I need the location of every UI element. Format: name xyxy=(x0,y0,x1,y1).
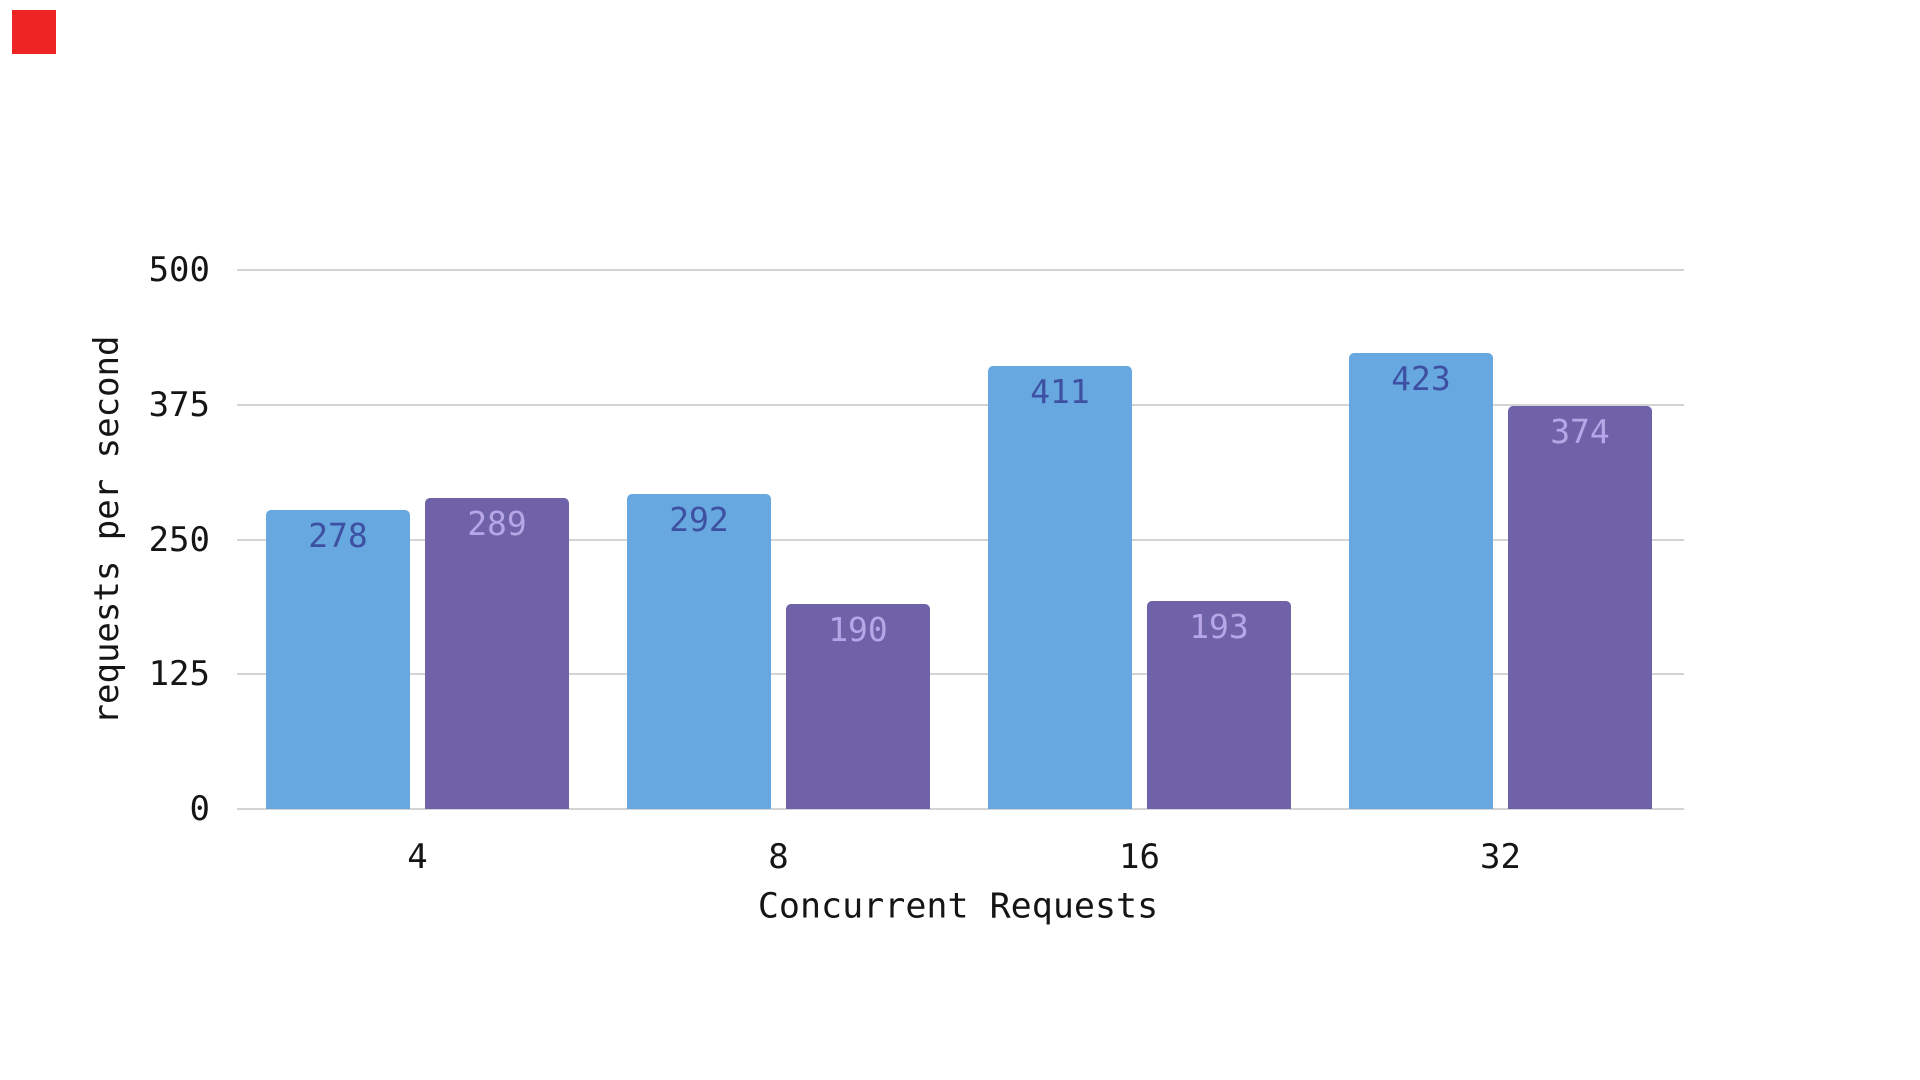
blue-bar-32: 423 xyxy=(1349,353,1493,809)
x-tick-label: 8 xyxy=(768,837,789,877)
x-axis-title: Concurrent Requests xyxy=(757,886,1159,927)
purple-bar-8: 190 xyxy=(786,604,930,809)
gridline-500 xyxy=(237,269,1684,272)
bar-value-label: 292 xyxy=(669,500,729,540)
gridline-125 xyxy=(237,673,1684,676)
gridline-0 xyxy=(237,808,1684,810)
gridline-250 xyxy=(237,538,1684,541)
x-tick-label: 16 xyxy=(1119,837,1160,877)
y-tick-label: 500 xyxy=(148,250,210,291)
x-tick-label: 4 xyxy=(407,837,428,877)
purple-bar-32: 374 xyxy=(1508,406,1652,809)
bar-value-label: 374 xyxy=(1550,412,1610,452)
bar-value-label: 193 xyxy=(1189,607,1249,647)
bar-value-label: 190 xyxy=(828,610,888,650)
x-tick-label: 32 xyxy=(1480,837,1521,877)
purple-bar-4: 289 xyxy=(425,497,569,809)
y-axis-title: requests per second xyxy=(87,335,127,725)
bar-value-label: 278 xyxy=(308,515,368,555)
y-tick-label: 375 xyxy=(148,385,210,426)
blue-bar-16: 411 xyxy=(988,366,1132,809)
blue-bar-4: 278 xyxy=(266,509,410,809)
red-square-marker xyxy=(12,10,56,54)
y-tick-label: 250 xyxy=(148,519,210,560)
blue-bar-8: 292 xyxy=(627,494,771,809)
gridline-375 xyxy=(237,404,1684,407)
bar-value-label: 423 xyxy=(1391,359,1451,399)
bar-value-label: 289 xyxy=(467,503,527,543)
y-tick-label: 0 xyxy=(189,789,210,829)
bar-value-label: 411 xyxy=(1030,372,1090,412)
purple-bar-16: 193 xyxy=(1147,601,1291,809)
y-tick-label: 125 xyxy=(148,654,210,695)
